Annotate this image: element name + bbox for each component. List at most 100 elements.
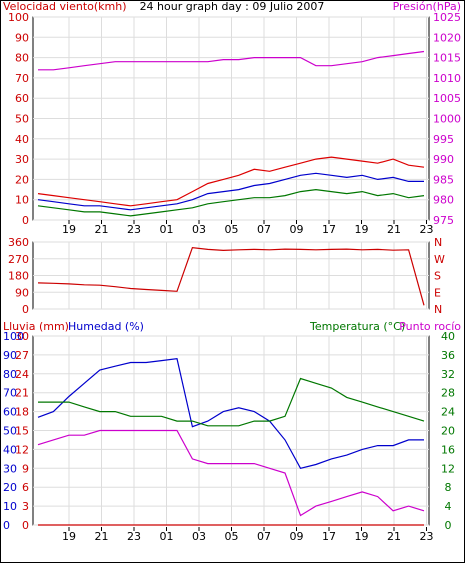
- series-line-p1-0: [37, 156, 425, 207]
- x-tick-label-p1: 21: [387, 223, 401, 236]
- pressure-tick-label: 1000: [433, 113, 461, 126]
- humidity-tick-label: 20: [3, 481, 17, 494]
- pressure-tick-label: 1025: [433, 11, 461, 24]
- humidity-tick-label: 50: [3, 425, 17, 438]
- wind-tick-label: 70: [15, 72, 29, 85]
- wind-tick-label: 0: [22, 214, 29, 227]
- direction-letter: W: [434, 253, 445, 266]
- x-tick-label-p1: 19: [355, 223, 369, 236]
- series-line-p3-3: [37, 429, 425, 517]
- rain-tick-label: 6: [22, 481, 29, 494]
- x-tick-label-p3: 19: [355, 530, 369, 543]
- rain-axis-title: Lluvia (mm): [3, 320, 69, 333]
- wind-speed-axis-title: Velocidad viento(kmh): [3, 0, 127, 13]
- wind-tick-label: 30: [15, 153, 29, 166]
- humidity-tick-label: 30: [3, 462, 17, 475]
- humidity-tick-label: 70: [3, 387, 17, 400]
- temperature-tick-label: 12: [441, 462, 455, 475]
- x-tick-label-p3: 23: [127, 530, 141, 543]
- pressure-tick-label: 985: [433, 173, 454, 186]
- humidity-tick-label: 10: [3, 500, 17, 513]
- direction-tick-label: 270: [8, 253, 29, 266]
- pressure-tick-label: 1005: [433, 92, 461, 105]
- direction-letter: N: [434, 303, 442, 316]
- humidity-tick-label: 90: [3, 349, 17, 362]
- direction-tick-label: 360: [8, 236, 29, 249]
- x-tick-label-p3: 03: [192, 530, 206, 543]
- temperature-tick-label: 28: [441, 387, 455, 400]
- series-line-p3-2: [38, 377, 425, 427]
- x-tick-label-p3: 01: [160, 530, 174, 543]
- pressure-tick-label: 990: [433, 153, 454, 166]
- temperature-tick-label: 8: [445, 481, 452, 494]
- direction-tick-label: 0: [22, 303, 29, 316]
- humidity-axis-title: Humedad (%): [68, 320, 144, 333]
- x-tick-label-p1: 07: [257, 223, 271, 236]
- humidity-tick-label: 60: [3, 406, 17, 419]
- chart-marks: 0102030405060708090100975980985990995100…: [3, 11, 461, 543]
- x-tick-label-p3: 05: [225, 530, 239, 543]
- temperature-tick-label: 20: [441, 425, 455, 438]
- wind-tick-label: 60: [15, 92, 29, 105]
- rain-tick-label: 30: [15, 330, 29, 343]
- direction-tick-label: 90: [15, 286, 29, 299]
- rain-tick-label: 24: [15, 368, 29, 381]
- rain-tick-label: 0: [22, 519, 29, 532]
- series-line-p1-2: [37, 188, 425, 217]
- direction-letter: S: [434, 270, 441, 283]
- humidity-tick-label: 40: [3, 443, 17, 456]
- wind-tick-label: 40: [15, 133, 29, 146]
- pressure-tick-label: 1010: [433, 72, 461, 85]
- x-tick-label-p3: 23: [420, 530, 434, 543]
- pressure-tick-label: 995: [433, 133, 454, 146]
- wind-tick-label: 50: [15, 113, 29, 126]
- rain-tick-label: 27: [15, 349, 29, 362]
- x-tick-label-p3: 21: [95, 530, 109, 543]
- x-tick-label-p1: 23: [127, 223, 141, 236]
- x-tick-label-p1: 21: [95, 223, 109, 236]
- wind-tick-label: 80: [15, 52, 29, 65]
- direction-tick-label: 180: [8, 270, 29, 283]
- x-tick-label-p3: 07: [257, 530, 271, 543]
- temperature-tick-label: 16: [441, 443, 455, 456]
- temperature-tick-label: 0: [445, 519, 452, 532]
- rain-tick-label: 15: [15, 425, 29, 438]
- series-line-p1-1: [37, 172, 424, 211]
- dewpoint-axis-title: Punto rocío: [399, 320, 461, 333]
- x-tick-label-p3: 17: [322, 530, 336, 543]
- rain-tick-label: 12: [15, 443, 29, 456]
- x-tick-label-p3: 09: [290, 530, 304, 543]
- humidity-tick-label: 80: [3, 368, 17, 381]
- graph-title: 24 hour graph day : 09 Julio 2007: [140, 0, 325, 13]
- temperature-tick-label: 40: [441, 330, 455, 343]
- x-tick-label-p3: 21: [387, 530, 401, 543]
- rain-tick-label: 21: [15, 387, 29, 400]
- pressure-tick-label: 980: [433, 194, 454, 207]
- x-tick-label-p1: 17: [322, 223, 336, 236]
- humidity-tick-label: 100: [3, 330, 24, 343]
- x-tick-label-p1: 23: [420, 223, 434, 236]
- series-line-p1-3: [38, 50, 425, 71]
- wind-tick-label: 10: [15, 194, 29, 207]
- series-line-p3-1: [37, 358, 424, 469]
- humidity-tick-label: 0: [3, 519, 10, 532]
- pressure-tick-label: 1020: [433, 31, 461, 44]
- x-tick-label-p1: 01: [160, 223, 174, 236]
- wind-tick-label: 100: [8, 11, 29, 24]
- pressure-tick-label: 1015: [433, 52, 461, 65]
- wind-tick-label: 20: [15, 173, 29, 186]
- x-tick-label-p1: 09: [290, 223, 304, 236]
- x-tick-label-p1: 19: [62, 223, 76, 236]
- x-tick-label-p3: 19: [62, 530, 76, 543]
- x-tick-label-p1: 05: [225, 223, 239, 236]
- rain-tick-label: 3: [22, 500, 29, 513]
- pressure-tick-label: 975: [433, 214, 454, 227]
- direction-letter: E: [434, 286, 441, 299]
- temperature-tick-label: 24: [441, 406, 455, 419]
- temperature-tick-label: 36: [441, 349, 455, 362]
- rain-tick-label: 9: [22, 462, 29, 475]
- series-line-p2-0: [37, 246, 425, 306]
